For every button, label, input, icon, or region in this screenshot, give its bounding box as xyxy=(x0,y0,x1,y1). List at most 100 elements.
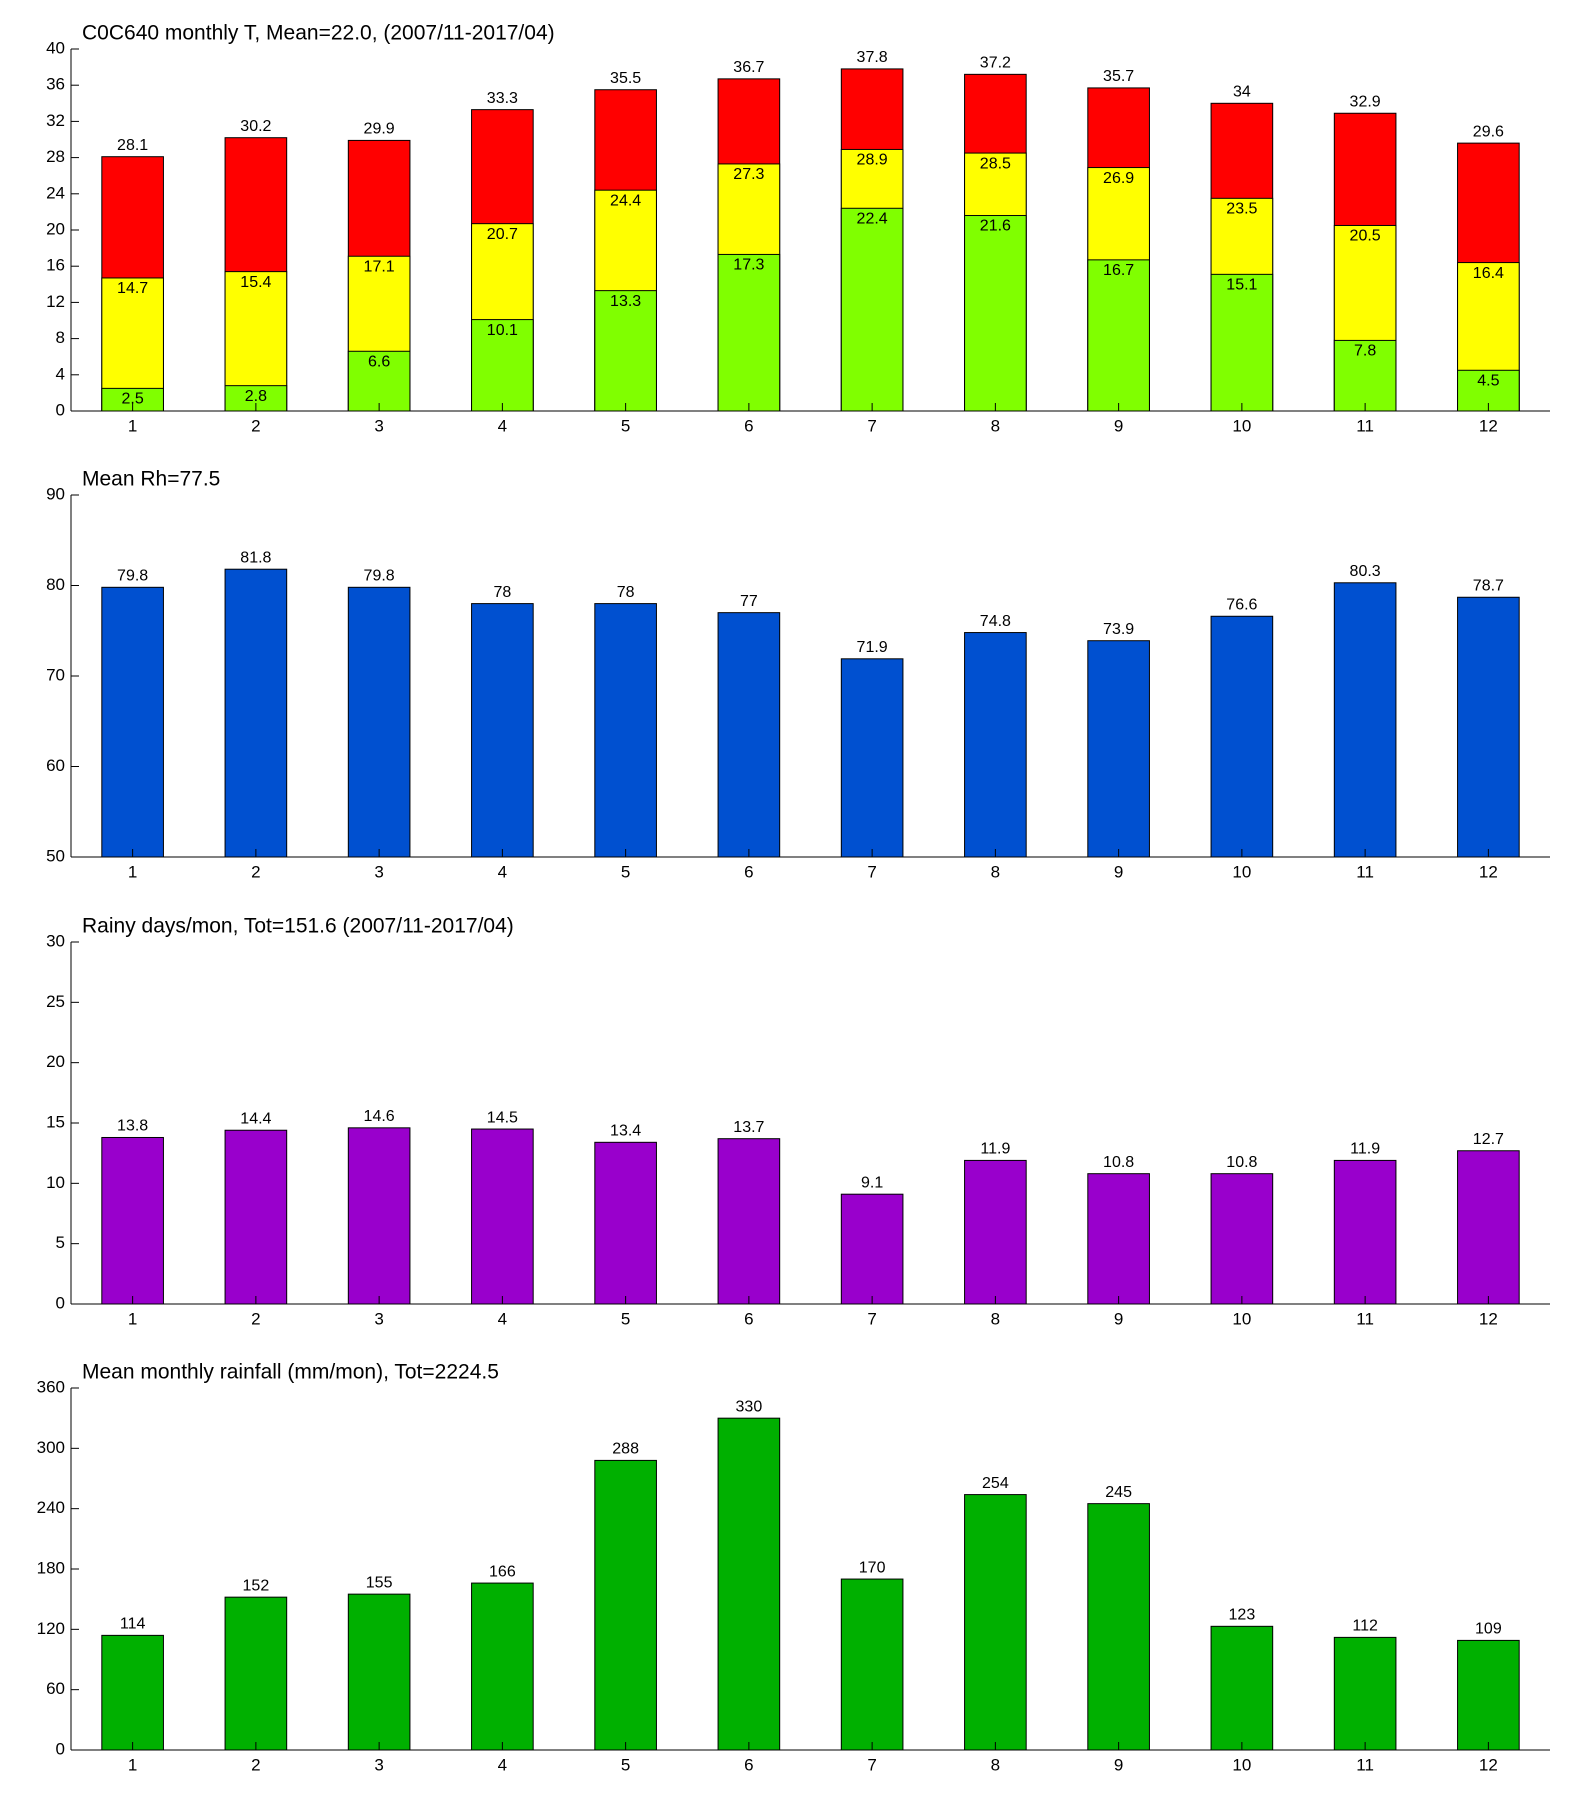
bar xyxy=(347,350,411,412)
value-label: 79.8 xyxy=(117,568,148,585)
bar xyxy=(347,1593,411,1751)
x-tick-label: 4 xyxy=(498,1755,507,1774)
value-label: 28.5 xyxy=(980,155,1011,172)
x-tick-label: 2 xyxy=(251,1309,260,1328)
x-tick-label: 3 xyxy=(374,862,383,881)
value-label: 16.7 xyxy=(1103,262,1134,279)
x-tick-label: 5 xyxy=(621,416,630,435)
y-tick-label: 0 xyxy=(56,1739,65,1758)
x-tick-label: 10 xyxy=(1232,1755,1251,1774)
chart-title: Mean Rh=77.5 xyxy=(82,468,220,491)
value-label: 35.5 xyxy=(610,70,641,87)
x-tick-label: 6 xyxy=(744,1309,753,1328)
y-tick-label: 120 xyxy=(37,1619,65,1638)
x-tick-label: 7 xyxy=(867,862,876,881)
x-tick-label: 8 xyxy=(991,1755,1000,1774)
x-tick-label: 4 xyxy=(498,416,507,435)
y-tick-label: 20 xyxy=(46,219,65,238)
x-tick-label: 8 xyxy=(991,416,1000,435)
value-label: 37.2 xyxy=(980,55,1011,72)
value-label: 13.3 xyxy=(610,293,641,310)
y-tick-label: 15 xyxy=(46,1112,65,1131)
x-tick-label: 1 xyxy=(128,862,137,881)
bar xyxy=(1333,1159,1397,1305)
value-label: 10.8 xyxy=(1226,1154,1257,1171)
y-tick-label: 8 xyxy=(56,328,65,347)
chart-title: C0C640 monthly T, Mean=22.0, (2007/11-20… xyxy=(82,22,555,45)
value-label: 245 xyxy=(1105,1484,1132,1501)
x-tick-label: 11 xyxy=(1356,1755,1374,1774)
bar xyxy=(101,1136,164,1305)
y-tick-label: 28 xyxy=(46,147,65,166)
value-label: 155 xyxy=(366,1574,393,1591)
x-tick-label: 11 xyxy=(1356,1309,1374,1328)
value-label: 4.5 xyxy=(1477,372,1499,389)
value-label: 109 xyxy=(1475,1621,1502,1638)
value-label: 10.8 xyxy=(1103,1154,1134,1171)
value-label: 13.8 xyxy=(117,1118,148,1135)
value-label: 14.5 xyxy=(487,1109,518,1126)
value-label: 11.9 xyxy=(1350,1141,1380,1158)
bar xyxy=(594,1141,657,1305)
value-label: 77 xyxy=(740,593,758,610)
value-label: 11.9 xyxy=(980,1141,1010,1158)
value-label: 78 xyxy=(617,584,635,601)
bar xyxy=(1210,1625,1274,1751)
chart-title: Rainy days/mon, Tot=151.6 (2007/11-2017/… xyxy=(82,915,514,938)
bar xyxy=(1210,1173,1274,1305)
x-tick-label: 1 xyxy=(128,1755,137,1774)
value-label: 114 xyxy=(120,1616,146,1633)
bar xyxy=(964,632,1027,858)
x-tick-label: 10 xyxy=(1232,1309,1251,1328)
x-tick-label: 6 xyxy=(744,862,753,881)
value-label: 80.3 xyxy=(1350,563,1381,580)
bar xyxy=(964,1494,1027,1751)
value-label: 29.9 xyxy=(364,121,395,138)
y-tick-label: 80 xyxy=(46,575,65,594)
x-tick-label: 3 xyxy=(374,1309,383,1328)
x-tick-label: 5 xyxy=(621,862,630,881)
bar xyxy=(594,603,657,858)
bar xyxy=(1457,369,1520,412)
y-tick-label: 60 xyxy=(46,1679,65,1698)
value-label: 29.6 xyxy=(1473,123,1504,140)
value-label: 21.6 xyxy=(980,218,1011,235)
value-label: 74.8 xyxy=(980,613,1011,630)
x-tick-label: 7 xyxy=(867,1755,876,1774)
value-label: 28.1 xyxy=(117,137,148,154)
bar xyxy=(101,586,164,858)
value-label: 36.7 xyxy=(733,59,764,76)
x-tick-label: 12 xyxy=(1479,1309,1498,1328)
x-tick-label: 5 xyxy=(621,1755,630,1774)
bar xyxy=(717,612,781,858)
value-label: 30.2 xyxy=(240,118,271,135)
bar xyxy=(471,1582,534,1751)
bar xyxy=(964,1159,1027,1305)
y-tick-label: 36 xyxy=(46,75,65,94)
y-tick-label: 12 xyxy=(46,292,65,311)
value-label: 78.7 xyxy=(1473,577,1504,594)
value-label: 10.1 xyxy=(487,322,518,339)
x-tick-label: 10 xyxy=(1232,862,1251,881)
value-label: 12.7 xyxy=(1473,1131,1504,1148)
x-tick-label: 5 xyxy=(621,1309,630,1328)
value-label: 152 xyxy=(243,1577,270,1594)
value-label: 13.4 xyxy=(610,1123,641,1140)
x-tick-label: 11 xyxy=(1356,416,1374,435)
x-tick-label: 7 xyxy=(867,1309,876,1328)
bar xyxy=(224,1596,288,1751)
bar xyxy=(717,1417,781,1751)
value-label: 34 xyxy=(1233,84,1251,101)
bar xyxy=(1210,273,1274,412)
x-tick-label: 12 xyxy=(1479,1755,1498,1774)
x-tick-label: 1 xyxy=(128,1309,137,1328)
y-tick-label: 40 xyxy=(46,38,65,57)
bar xyxy=(471,1128,534,1305)
value-label: 24.4 xyxy=(610,192,641,209)
value-label: 81.8 xyxy=(240,549,271,566)
value-label: 170 xyxy=(859,1559,886,1576)
value-label: 13.7 xyxy=(733,1119,764,1136)
y-tick-label: 70 xyxy=(46,665,65,684)
